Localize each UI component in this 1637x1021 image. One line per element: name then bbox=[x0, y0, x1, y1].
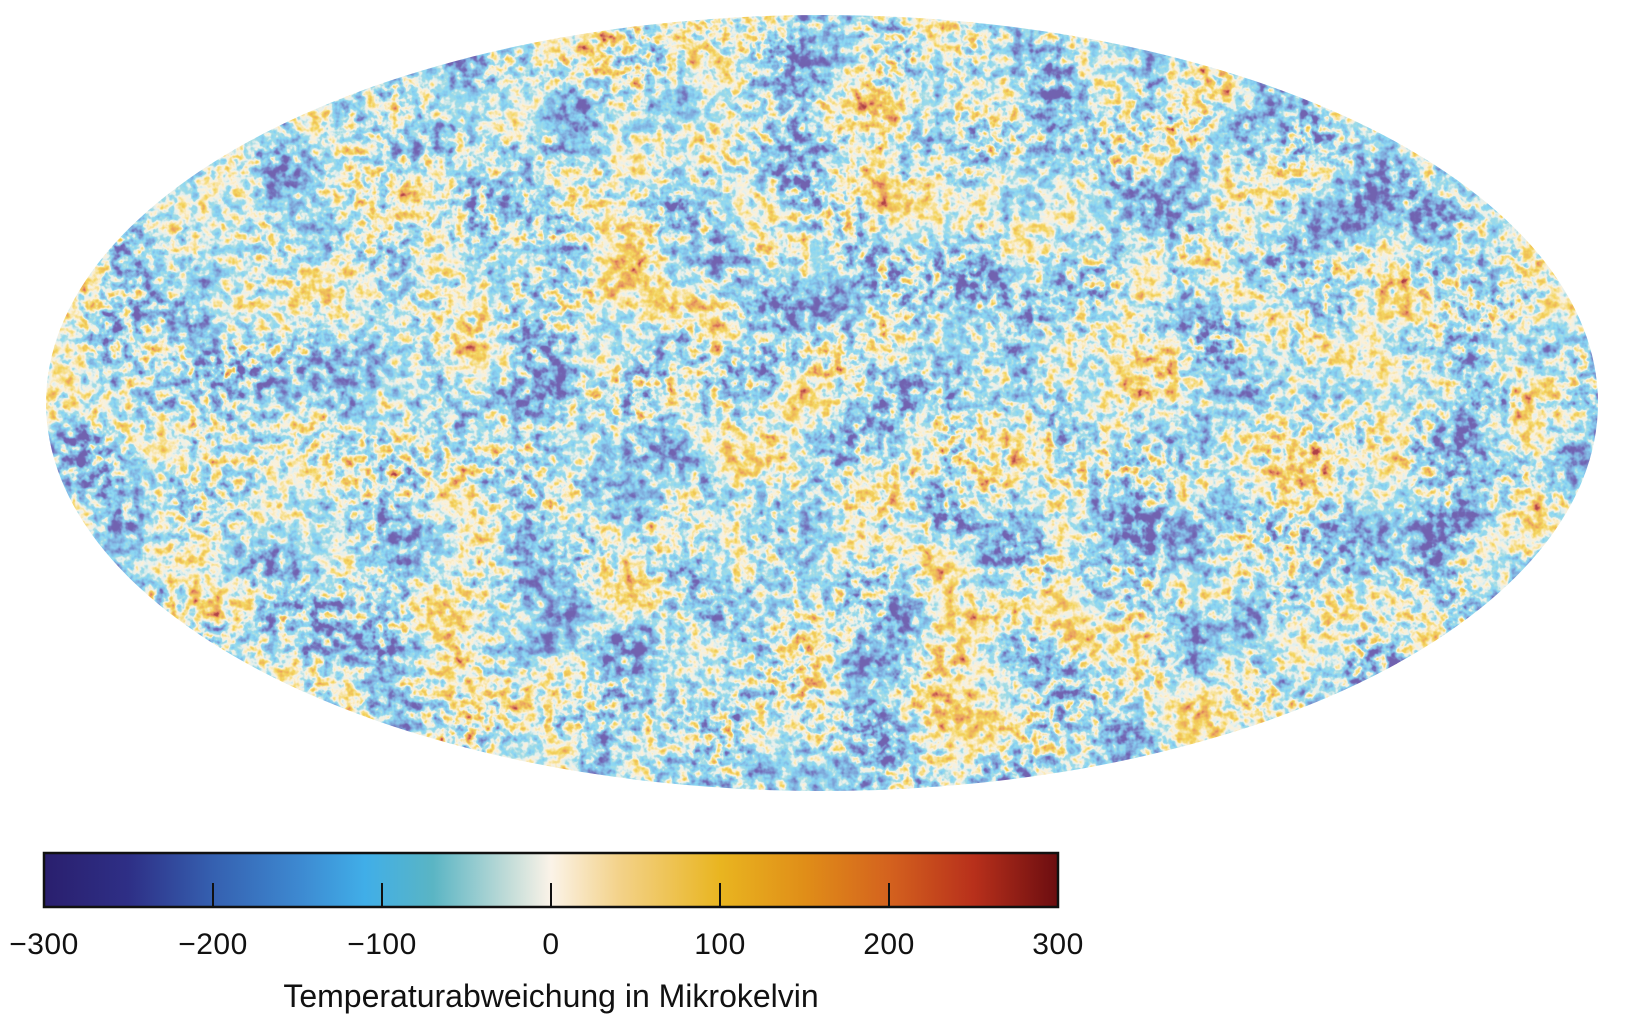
colorbar-tick-label: 0 bbox=[542, 928, 560, 961]
colorbar-tick-label: 300 bbox=[1032, 928, 1084, 961]
colorbar-tick-label: −300 bbox=[9, 928, 79, 961]
map-field bbox=[46, 15, 1598, 791]
colorbar-tick-label: 100 bbox=[694, 928, 746, 961]
colorbar-tick-label: 200 bbox=[863, 928, 915, 961]
colorbar-tick-label: −100 bbox=[347, 928, 417, 961]
colorbar-ticks bbox=[212, 883, 890, 907]
colorbar-label: Temperaturabweichung in Mikrokelvin bbox=[283, 978, 819, 1014]
colorbar-tick-label: −200 bbox=[178, 928, 248, 961]
sky-map bbox=[46, 15, 1598, 791]
